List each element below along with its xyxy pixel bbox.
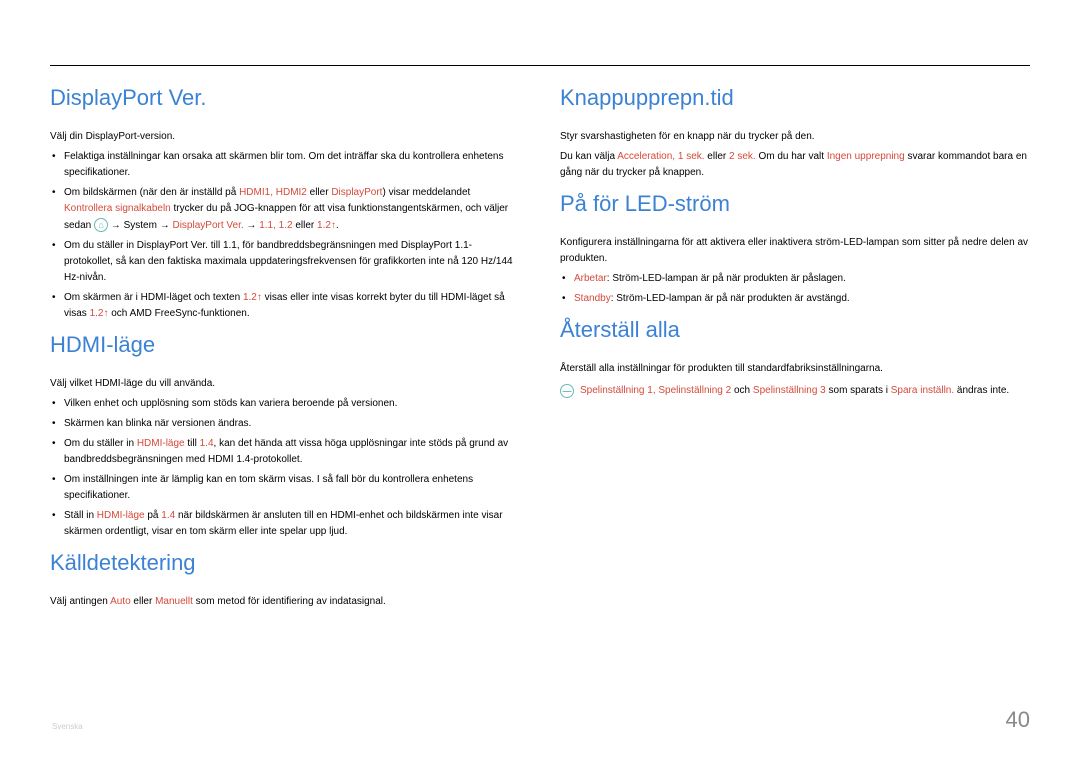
paragraph: Du kan välja Acceleration, 1 sek. eller … (560, 149, 1030, 181)
section-body-hdmi: Välj vilket HDMI-läge du vill använda. V… (50, 376, 520, 540)
paragraph: Konfigurera inställningarna för att akti… (560, 235, 1030, 267)
bullet: Om du ställer in DisplayPort Ver. till 1… (50, 238, 520, 286)
bullet: Standby: Ström-LED-lampan är på när prod… (560, 291, 1030, 307)
section-body-led: Konfigurera inställningarna för att akti… (560, 235, 1030, 307)
paragraph: Styr svarshastigheten för en knapp när d… (560, 129, 1030, 145)
bullet: Ställ in HDMI-läge på 1.4 när bildskärme… (50, 508, 520, 540)
paragraph: Välj antingen Auto eller Manuellt som me… (50, 594, 520, 610)
menu-icon: ⌂ (94, 218, 108, 232)
bullet: Om du ställer in HDMI-läge till 1.4, kan… (50, 436, 520, 468)
section-heading-keyrepeat: Knappupprepn.tid (560, 85, 1030, 111)
lang-indicator: Svenska (52, 722, 83, 731)
bullet: Om bildskärmen (när den är inställd på H… (50, 185, 520, 234)
left-column: DisplayPort Ver. Välj din DisplayPort-ve… (50, 85, 520, 614)
section-heading-hdmi: HDMI-läge (50, 332, 520, 358)
section-heading-led: På för LED-ström (560, 191, 1030, 217)
page-number: 40 (1006, 707, 1030, 733)
section-body-reset: Återställ alla inställningar för produkt… (560, 361, 1030, 399)
info-icon: — (560, 384, 574, 398)
two-column-layout: DisplayPort Ver. Välj din DisplayPort-ve… (50, 85, 1030, 614)
note-row: — Spelinställning 1, Spelinställning 2 o… (560, 383, 1030, 399)
section-heading-reset: Återställ alla (560, 317, 1030, 343)
bullet: Arbetar: Ström-LED-lampan är på när prod… (560, 271, 1030, 287)
bullet: Skärmen kan blinka när versionen ändras. (50, 416, 520, 432)
section-body-keyrepeat: Styr svarshastigheten för en knapp när d… (560, 129, 1030, 181)
bullet: Om inställningen inte är lämplig kan en … (50, 472, 520, 504)
section-body-source: Välj antingen Auto eller Manuellt som me… (50, 594, 520, 610)
note-text: Spelinställning 1, Spelinställning 2 och… (580, 383, 1009, 399)
paragraph: Välj vilket HDMI-läge du vill använda. (50, 376, 520, 392)
paragraph: Återställ alla inställningar för produkt… (560, 361, 1030, 377)
section-body-displayport: Välj din DisplayPort-version. Felaktiga … (50, 129, 520, 322)
bullet: Felaktiga inställningar kan orsaka att s… (50, 149, 520, 181)
bullet: Vilken enhet och upplösning som stöds ka… (50, 396, 520, 412)
section-heading-source: Källdetektering (50, 550, 520, 576)
paragraph: Välj din DisplayPort-version. (50, 129, 520, 145)
horizontal-rule (50, 65, 1030, 66)
bullet: Om skärmen är i HDMI-läget och texten 1.… (50, 290, 520, 322)
section-heading-displayport: DisplayPort Ver. (50, 85, 520, 111)
right-column: Knappupprepn.tid Styr svarshastigheten f… (560, 85, 1030, 614)
